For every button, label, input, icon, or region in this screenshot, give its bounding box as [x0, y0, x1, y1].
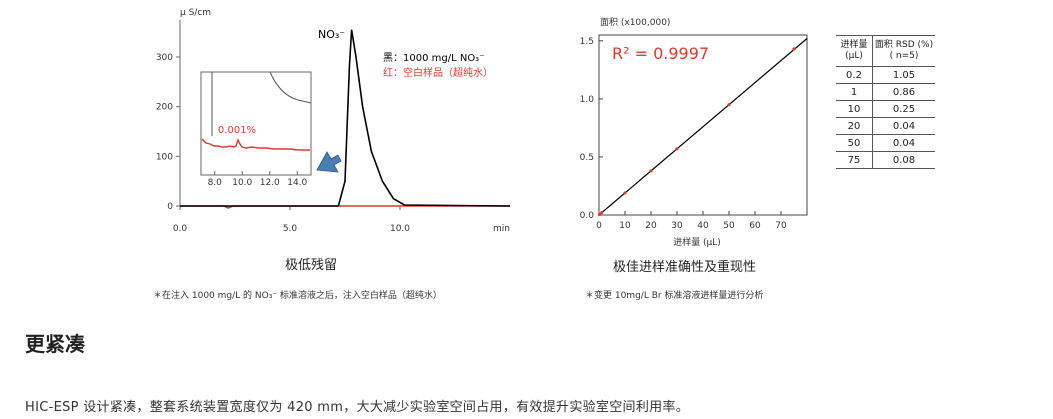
right-y-tick-label: 0.0 — [580, 211, 595, 221]
left-y-tick-label: 100 — [156, 152, 173, 162]
right-y-ticks: 1.5 1.0 0.5 0.0 — [580, 37, 603, 221]
legend-red: 红：空白样品（超纯水） — [383, 66, 493, 79]
right-x-tick-label: 70 — [775, 221, 787, 231]
fit-line — [598, 38, 808, 216]
right-x-tick-label: 60 — [749, 221, 761, 231]
data-point — [727, 103, 731, 107]
table-row: 75 0.08 — [836, 151, 935, 169]
left-y-ticks: 300 200 100 0 — [156, 53, 180, 212]
left-x-tick-label: 5.0 — [283, 224, 298, 234]
inset-plot: 0.001% 8.0 10.0 12.0 14.0 — [200, 71, 312, 188]
right-x-tick-label: 10 — [619, 221, 631, 231]
inset-x-tick-label: 10.0 — [232, 178, 252, 188]
inset-x-tick-label: 8.0 — [208, 178, 223, 188]
left-y-tick-label: 300 — [156, 53, 173, 63]
table-row: 10 0.25 — [836, 100, 935, 118]
left-series — [180, 29, 511, 209]
rsd-table: 进样量 (μL) 面积 RSD (%)( n=5) 0.2 1.05 1 0.86 1… — [836, 35, 935, 169]
data-point — [649, 169, 653, 173]
left-y-tick-label: 0 — [167, 202, 173, 212]
data-point — [600, 211, 604, 215]
right-caption: 极佳进样准确性及重现性 — [613, 260, 757, 275]
right-y-label: 面积 (x100,000) — [600, 16, 670, 28]
right-x-ticks: 0 10 20 30 40 50 60 70 — [596, 211, 787, 231]
data-point — [623, 191, 627, 195]
left-x-tick-label: 0.0 — [173, 224, 188, 234]
right-y-tick-label: 0.5 — [580, 153, 594, 163]
right-x-tick-label: 30 — [671, 221, 683, 231]
left-x-tick-label: 10.0 — [390, 224, 410, 234]
table-header-volume: 进样量 (μL) — [836, 35, 873, 67]
right-note: ＊变更 10mg/L Br 标准溶液进样量进行分析 — [585, 291, 764, 301]
left-x-ticks: 0.0 5.0 10.0 — [173, 206, 410, 234]
series-line — [180, 29, 511, 207]
inset-x-tick-label: 12.0 — [260, 178, 280, 188]
right-points — [597, 47, 796, 217]
inset-x-ticks: 8.0 10.0 12.0 14.0 — [208, 171, 308, 188]
right-y-tick-label: 1.0 — [580, 95, 595, 105]
inset-tail-line — [269, 71, 312, 104]
table-header-rsd: 面积 RSD (%)( n=5) — [872, 35, 935, 67]
data-point — [675, 147, 679, 151]
peak-label: NO₃⁻ — [318, 28, 345, 41]
table-row: 0.2 1.05 — [836, 66, 935, 84]
table-row: 20 0.04 — [836, 117, 935, 135]
left-note: ＊在注入 1000 mg/L 的 NO₃⁻ 标准溶液之后，注入空白样品（超纯水） — [153, 291, 442, 301]
inset-annotation: 0.001% — [218, 125, 256, 136]
inset-blank-line — [201, 138, 310, 151]
left-y-tick-label: 200 — [156, 103, 173, 113]
left-y-unit: μ S/cm — [180, 8, 211, 18]
right-x-tick-label: 20 — [645, 221, 657, 231]
left-x-unit: min — [493, 224, 510, 234]
left-caption: 极低残留 — [285, 258, 338, 273]
data-point — [597, 212, 602, 217]
residue-chart: μ S/cm 300 200 100 0 0.0 5.0 10.0 min NO₃⁻ 黑：… — [156, 8, 511, 234]
right-y-tick-label: 1.5 — [580, 37, 594, 47]
table-row: 1 0.86 — [836, 83, 935, 101]
section-heading: 更紧凑 — [25, 332, 85, 356]
section-body: HIC-ESP 设计紧凑，整套系统装置宽度仅为 420 mm，大大减少实验室空间… — [25, 400, 690, 415]
r2-annotation: R² = 0.9997 — [612, 44, 709, 63]
inset-frame — [200, 71, 312, 176]
legend-black: 黑：1000 mg/L NO₃⁻ — [383, 52, 484, 64]
right-x-label: 进样量 (μL) — [673, 236, 721, 248]
inset-x-tick-label: 14.0 — [287, 178, 307, 188]
right-x-tick-label: 0 — [596, 221, 602, 231]
right-x-tick-label: 40 — [697, 221, 709, 231]
inset-pointer-arrow-icon — [316, 151, 342, 173]
linearity-chart: 面积 (x100,000) 1.5 1.0 0.5 0.0 0 10 20 30 40 50 60… — [580, 16, 808, 248]
right-x-tick-label: 50 — [723, 221, 735, 231]
table-row: 50 0.04 — [836, 134, 935, 152]
table-header-row: 进样量 (μL) 面积 RSD (%)( n=5) — [836, 35, 935, 67]
data-point — [792, 47, 796, 51]
